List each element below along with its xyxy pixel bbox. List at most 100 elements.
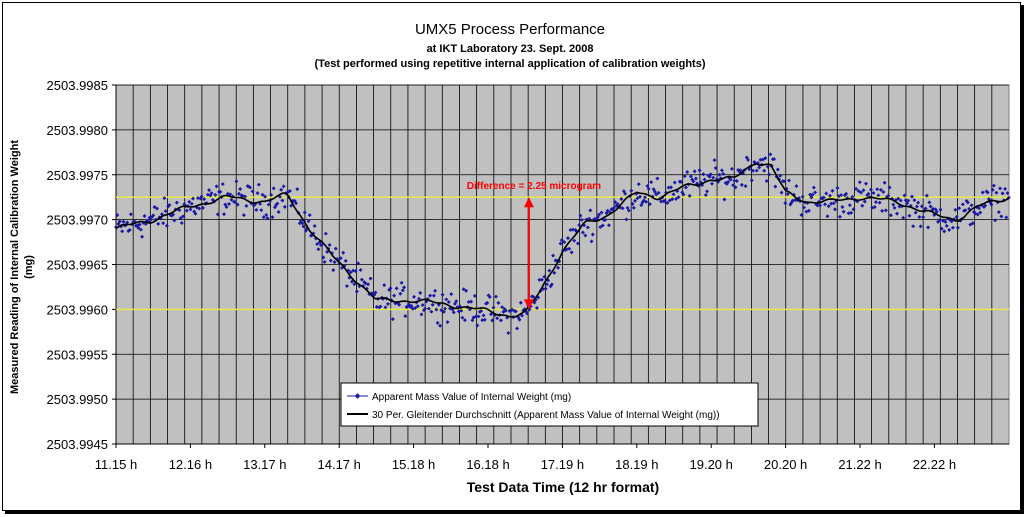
scatter-point: [659, 199, 664, 204]
scatter-point: [199, 194, 204, 199]
scatter-point: [195, 196, 200, 201]
scatter-point: [197, 206, 202, 211]
y-axis-title-line-1: Measured Reading of Internal Calibration…: [9, 140, 21, 394]
scatter-point: [151, 213, 156, 218]
scatter-point: [552, 270, 557, 275]
scatter-point: [184, 208, 189, 213]
scatter-point: [479, 309, 484, 313]
scatter-point: [841, 209, 846, 214]
scatter-point: [187, 199, 192, 204]
scatter-point: [480, 318, 485, 323]
x-tick-label: 18.19 h: [615, 457, 658, 472]
scatter-point: [209, 191, 214, 196]
scatter-point: [193, 211, 198, 216]
scatter-point: [898, 198, 903, 203]
scatter-point: [928, 204, 933, 209]
x-tick-label: 21.22 h: [838, 457, 881, 472]
scatter-point: [138, 227, 143, 232]
scatter-point: [978, 210, 983, 215]
scatter-point: [883, 208, 888, 213]
scatter-point: [423, 306, 428, 311]
scatter-point: [934, 209, 939, 214]
x-tick-label: 15.18 h: [392, 457, 435, 472]
chart-subtitle-2: (Test performed using repetitive interna…: [315, 58, 706, 70]
scatter-point: [287, 189, 292, 194]
scatter-point: [178, 216, 183, 221]
scatter-point: [835, 186, 840, 190]
scatter-point: [398, 291, 403, 296]
scatter-point: [255, 191, 260, 196]
scatter-point: [861, 188, 866, 193]
scatter-point: [202, 197, 207, 202]
scatter-point: [493, 294, 498, 299]
scatter-point: [137, 222, 142, 227]
scatter-point: [943, 219, 948, 224]
scatter-point: [156, 221, 161, 226]
scatter-point: [927, 200, 932, 205]
scatter-point: [390, 317, 395, 322]
scatter-point: [358, 267, 363, 272]
scatter-point: [235, 202, 240, 207]
scatter-point: [464, 288, 469, 293]
scatter-point: [127, 228, 132, 232]
scatter-point: [710, 181, 715, 186]
scatter-point: [778, 173, 783, 178]
scatter-point: [942, 229, 947, 234]
scatter-point: [154, 206, 159, 211]
scatter-point: [189, 201, 194, 206]
scatter-point: [712, 158, 717, 163]
scatter-point: [558, 241, 563, 246]
scatter-point: [782, 179, 787, 184]
scatter-point: [957, 206, 962, 211]
y-tick-label: 2503.9945: [47, 437, 108, 452]
scatter-point: [960, 202, 965, 207]
scatter-point: [824, 191, 829, 196]
scatter-point: [244, 203, 249, 208]
scatter-point: [676, 195, 681, 200]
scatter-point: [353, 269, 358, 274]
scatter-point: [549, 282, 554, 287]
scatter-point: [323, 231, 328, 236]
x-tick-label: 11.15 h: [95, 457, 137, 472]
scatter-point: [886, 193, 891, 198]
scatter-point: [662, 199, 667, 204]
scatter-point: [295, 187, 300, 192]
x-tick-label: 22.22 h: [913, 457, 956, 472]
scatter-point: [227, 201, 231, 206]
scatter-point: [332, 260, 337, 265]
scatter-point: [161, 221, 166, 226]
scatter-point: [799, 212, 804, 217]
scatter-point: [916, 200, 921, 205]
y-tick-label: 2503.9975: [47, 168, 108, 183]
scatter-point: [289, 203, 294, 208]
scatter-point: [703, 193, 708, 197]
scatter-point: [256, 182, 261, 187]
scatter-point: [656, 190, 661, 195]
scatter-point: [818, 203, 823, 208]
scatter-point: [282, 204, 287, 209]
scatter-point: [248, 185, 253, 190]
scatter-point: [801, 205, 806, 210]
scatter-point: [603, 217, 608, 222]
scatter-point: [218, 189, 223, 194]
scatter-point: [794, 184, 799, 189]
scatter-point: [913, 210, 918, 215]
scatter-point: [140, 234, 145, 239]
scatter-point: [575, 241, 580, 246]
scatter-point: [705, 189, 710, 194]
legend: Apparent Mass Value of Internal Weight (…: [340, 382, 759, 427]
scatter-point: [691, 179, 696, 184]
scatter-point: [901, 215, 906, 220]
y-tick-label: 2503.9960: [47, 302, 108, 317]
scatter-point: [117, 219, 122, 224]
scatter-point: [228, 192, 233, 197]
scatter-point: [207, 188, 212, 193]
chart-subtitle-1: at IKT Laboratory 23. Sept. 2008: [427, 43, 594, 55]
scatter-point: [611, 205, 616, 210]
scatter-point: [294, 201, 299, 206]
scatter-point: [136, 225, 141, 230]
scatter-point: [181, 214, 186, 219]
scatter-point: [428, 293, 433, 298]
y-tick-label: 2503.9980: [47, 123, 108, 138]
